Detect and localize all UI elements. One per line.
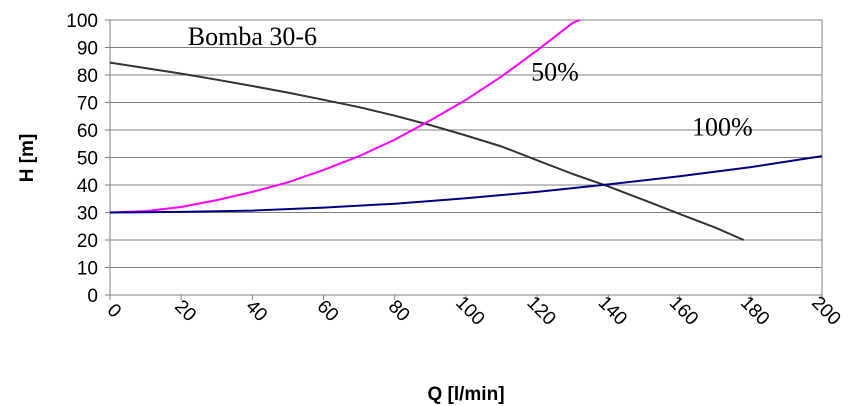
annotation-label: 50% (531, 58, 579, 87)
y-tick-label: 0 (87, 286, 98, 307)
annotation-label: 100% (692, 113, 753, 142)
y-tick-label: 10 (77, 259, 98, 280)
x-tick-label: 40 (241, 296, 271, 326)
x-tick-label: 180 (736, 292, 773, 329)
y-tick-labels: 0 10 20 30 40 50 60 70 80 90 100 (66, 11, 98, 307)
x-tick-label: 120 (522, 292, 559, 329)
series-line-1 (109, 19, 581, 214)
y-tick-label: 100 (66, 11, 98, 32)
x-tick-label: 100 (451, 292, 488, 329)
series-line-2 (109, 155, 823, 214)
x-tick-label: 80 (384, 296, 414, 326)
y-tick-label: 30 (77, 204, 98, 225)
annotation-label: Bomba 30-6 (188, 22, 317, 51)
gridlines (105, 19, 823, 300)
x-tick-labels: 0 20 40 60 80 100 120 140 160 180 200 (103, 292, 845, 329)
series-line-0 (109, 61, 745, 241)
y-tick-label: 40 (77, 176, 98, 197)
y-tick-label: 80 (77, 66, 98, 87)
x-tick-label: 20 (170, 296, 200, 326)
y-tick-label: 70 (77, 94, 98, 115)
x-tick-label: 60 (313, 296, 343, 326)
x-tick-label: 200 (807, 292, 844, 329)
curve-annotations: Bomba 30-6 50% 100% (188, 22, 753, 142)
x-tick-label: 160 (665, 292, 702, 329)
y-tick-label: 90 (77, 39, 98, 60)
x-tick-label: 140 (594, 292, 631, 329)
series-lines (109, 19, 823, 241)
y-tick-label: 50 (77, 149, 98, 170)
x-axis-title: Q [l/min] (427, 384, 504, 405)
y-axis-title: H [m] (17, 134, 38, 183)
x-tick-label: 0 (103, 300, 125, 322)
y-tick-label: 20 (77, 231, 98, 252)
y-tick-label: 60 (77, 121, 98, 142)
